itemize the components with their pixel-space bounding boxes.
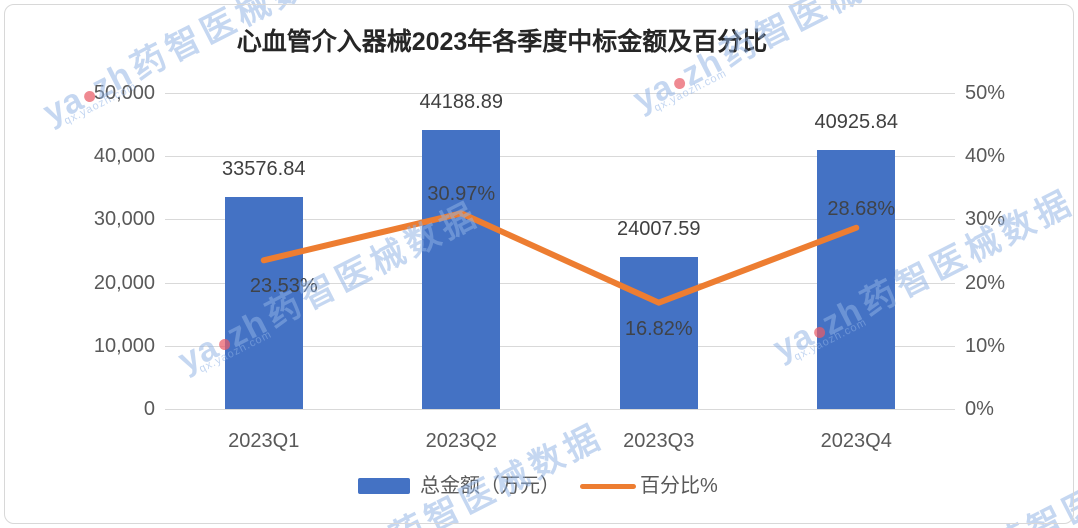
bar-2023Q1	[224, 196, 303, 409]
bar-value-label: 33576.84	[222, 157, 306, 180]
secondary-axis-tick-label: 40%	[965, 145, 1006, 168]
y-axis-tick-label: 0	[143, 398, 155, 420]
bar-value-label: 44188.89	[419, 90, 503, 113]
y-axis-tick-label: 30,000	[93, 208, 155, 231]
x-axis-label-2023Q3: 2023Q3	[623, 430, 695, 452]
line-value-label: 30.97%	[427, 183, 496, 206]
chart-title: 心血管介入器械2023年各季度中标金额及百分比	[236, 28, 768, 56]
line-value-label: 16.82%	[624, 317, 693, 340]
x-axis-label-2023Q4: 2023Q4	[820, 430, 892, 452]
y-axis-tick-label: 10,000	[93, 334, 155, 357]
legend-bar-label: 总金额（万元）	[420, 475, 560, 497]
bar-2023Q4	[817, 150, 896, 409]
secondary-axis-tick-label: 50%	[965, 82, 1006, 104]
legend-line-swatch	[580, 483, 636, 489]
legend-line-label: 百分比%	[640, 475, 718, 497]
line-value-label: 28.68%	[827, 197, 896, 220]
bar-value-label: 40925.84	[814, 111, 898, 134]
gridline	[165, 93, 955, 94]
gridline	[165, 156, 955, 158]
bar-value-label: 24007.59	[617, 218, 701, 241]
x-axis-label-2023Q1: 2023Q1	[228, 430, 300, 452]
y-axis-tick-label: 40,000	[93, 145, 155, 168]
legend-bar-swatch	[358, 478, 410, 494]
y-axis-tick-label: 50,000	[93, 82, 155, 104]
line-value-label: 23.53%	[249, 275, 318, 298]
legend: 总金额（万元） 百分比%	[358, 475, 718, 497]
gridline	[165, 409, 955, 410]
gridline	[165, 345, 955, 347]
x-axis-label-2023Q2: 2023Q2	[425, 430, 497, 452]
secondary-axis-tick-label: 10%	[965, 334, 1006, 357]
secondary-axis-tick-label: 0%	[965, 398, 994, 420]
bar-2023Q2	[422, 129, 501, 409]
y-axis-tick-label: 20,000	[93, 271, 155, 294]
secondary-axis-tick-label: 30%	[965, 208, 1006, 231]
secondary-axis-tick-label: 20%	[965, 271, 1006, 294]
